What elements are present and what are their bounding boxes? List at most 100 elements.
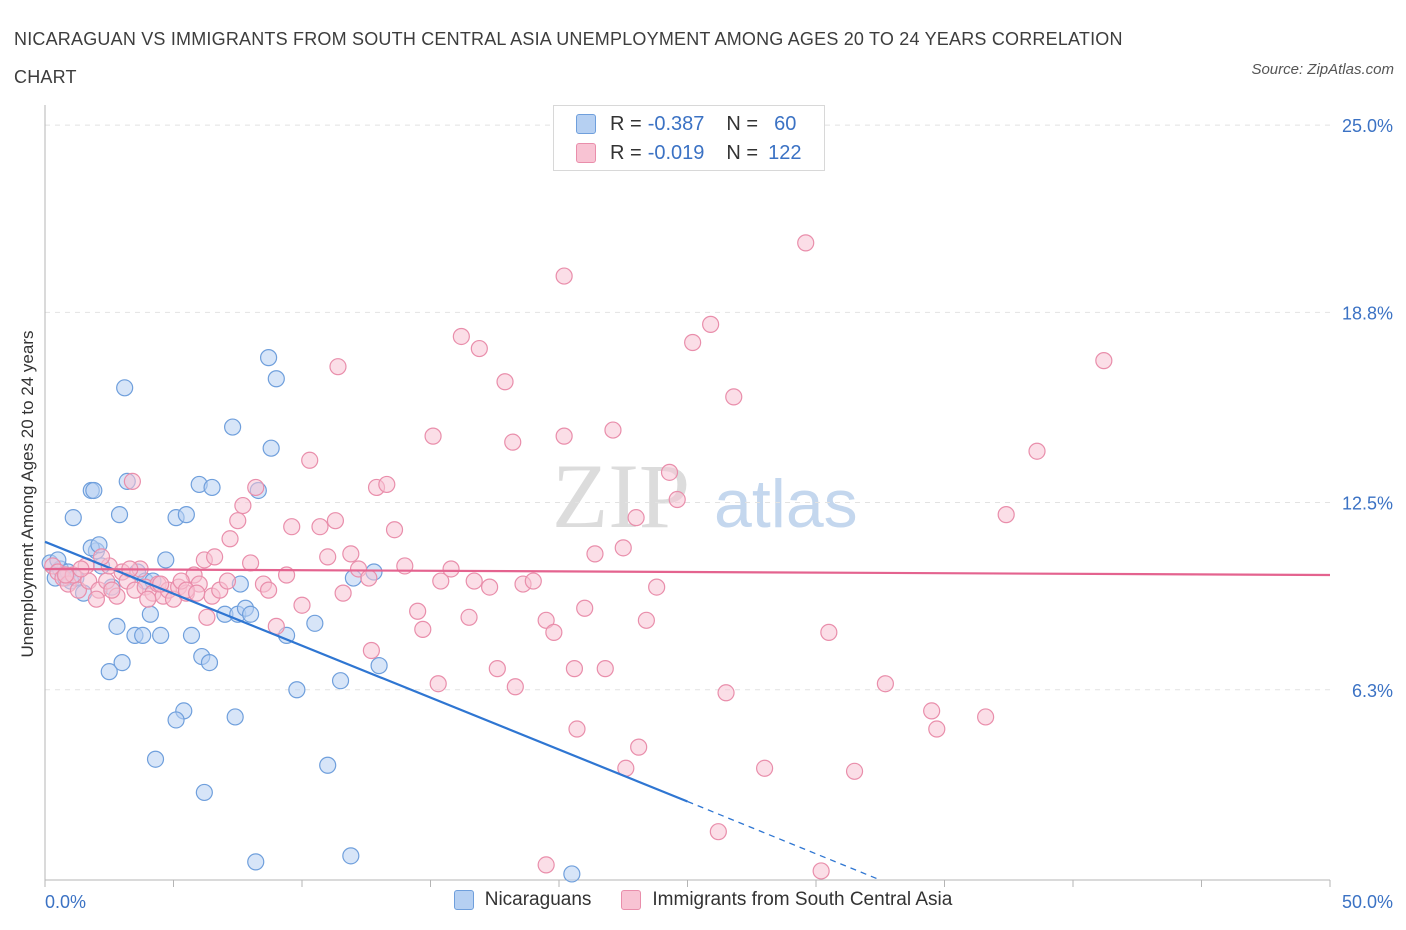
x-tick-label: 50.0% (1342, 892, 1393, 912)
point-immigrants (326, 512, 345, 530)
point-immigrants (555, 267, 573, 285)
point-immigrants (876, 675, 894, 693)
legend-r-label: R = (610, 141, 642, 164)
point-immigrants (378, 475, 396, 494)
point-immigrants (797, 234, 815, 252)
point-immigrants (139, 590, 157, 608)
grid-lines (45, 124, 1330, 691)
point-immigrants (586, 545, 604, 563)
legend-n-value: 122 (768, 141, 802, 164)
point-immigrants (319, 548, 337, 566)
trend-line-immigrants (44, 567, 1331, 577)
point-nicaraguans (108, 617, 126, 635)
x-tick-labels: 0.0% 50.0% (45, 892, 1393, 912)
point-nicaraguans (182, 626, 201, 645)
point-immigrants (524, 572, 542, 590)
watermark-zip: ZIP (552, 445, 690, 547)
point-immigrants (460, 608, 478, 626)
point-immigrants (481, 578, 499, 596)
legend-swatch-blue (576, 114, 596, 134)
point-immigrants (429, 675, 447, 693)
point-nicaraguans (152, 626, 170, 645)
point-immigrants (702, 315, 720, 333)
point-nicaraguans (331, 672, 350, 690)
point-immigrants (229, 512, 247, 530)
point-immigrants (717, 684, 735, 702)
trend-line-nicaraguans (44, 540, 688, 803)
point-immigrants (755, 759, 774, 777)
y-axis-label: Unemployment Among Ages 20 to 24 years (18, 331, 37, 658)
legend-n-value: 60 (774, 112, 797, 135)
point-nicaraguans (242, 605, 260, 623)
point-immigrants (385, 521, 404, 539)
legend-swatch-pink (576, 143, 596, 163)
point-nicaraguans (262, 439, 280, 457)
point-nicaraguans (200, 653, 219, 672)
point-immigrants (87, 590, 106, 608)
point-immigrants (630, 738, 648, 756)
point-nicaraguans (195, 783, 213, 802)
x-tick-label: 0.0% (45, 892, 86, 912)
point-immigrants (820, 623, 838, 641)
legend-swatch-pink (621, 890, 642, 910)
legend-n-label: N = (726, 112, 759, 135)
trend-line-nicaraguans-dashed (687, 800, 881, 881)
point-immigrants (424, 427, 442, 445)
point-immigrants (259, 581, 278, 599)
point-nicaraguans (224, 418, 242, 436)
point-immigrants (496, 373, 514, 391)
point-nicaraguans (342, 847, 360, 865)
axes (44, 105, 1331, 887)
point-nicaraguans (167, 711, 185, 729)
point-nicaraguans (134, 626, 152, 645)
point-immigrants (362, 641, 380, 660)
legend-r-label: R = (610, 112, 642, 135)
point-immigrants (465, 572, 483, 590)
point-nicaraguans (226, 708, 244, 726)
point-nicaraguans (141, 605, 159, 623)
legend-item-nicaraguans: Nicaraguans (453, 889, 591, 911)
point-nicaraguans (100, 663, 118, 681)
legend-n-label: N = (726, 141, 759, 164)
point-immigrants (725, 388, 743, 406)
point-immigrants (56, 566, 75, 584)
point-immigrants (188, 584, 206, 602)
point-nicaraguans (146, 750, 165, 768)
point-immigrants (1028, 442, 1046, 460)
point-immigrants (221, 530, 239, 548)
point-immigrants (311, 518, 329, 536)
zipatlas-watermark: ZIP atlas (552, 445, 858, 547)
point-nicaraguans (116, 379, 134, 397)
point-nicaraguans (177, 506, 195, 524)
point-immigrants (103, 581, 121, 599)
point-immigrants (504, 433, 522, 451)
point-immigrants (648, 578, 666, 596)
point-immigrants (709, 823, 727, 841)
y-tick-label: 12.5% (1342, 494, 1393, 514)
point-immigrants (812, 862, 830, 880)
point-immigrants (329, 358, 347, 376)
point-immigrants (928, 720, 946, 738)
y-tick-label: 18.8% (1342, 303, 1393, 323)
point-immigrants (442, 560, 460, 578)
point-immigrants (923, 702, 941, 720)
point-nicaraguans (267, 370, 285, 388)
chart-title: NICARAGUAN VS IMMIGRANTS FROM SOUTH CENT… (14, 29, 1123, 87)
point-immigrants (684, 333, 702, 352)
point-immigrants (845, 762, 864, 780)
point-immigrants (293, 596, 311, 614)
source-label: Source: ZipAtlas.com (1251, 61, 1394, 78)
point-immigrants (604, 421, 622, 439)
point-nicaraguans (157, 551, 175, 569)
point-immigrants (218, 572, 237, 590)
legend-item-immigrants: Immigrants from South Central Asia (621, 889, 952, 911)
series-immigrants-points (44, 234, 1113, 880)
point-immigrants (414, 620, 432, 638)
point-immigrants (247, 478, 265, 497)
point-immigrants (301, 451, 319, 469)
y-tick-label: 6.3% (1352, 681, 1393, 701)
point-immigrants (555, 427, 573, 445)
point-nicaraguans (85, 481, 103, 500)
legend-label-immigrants: Immigrants from South Central Asia (652, 889, 953, 910)
